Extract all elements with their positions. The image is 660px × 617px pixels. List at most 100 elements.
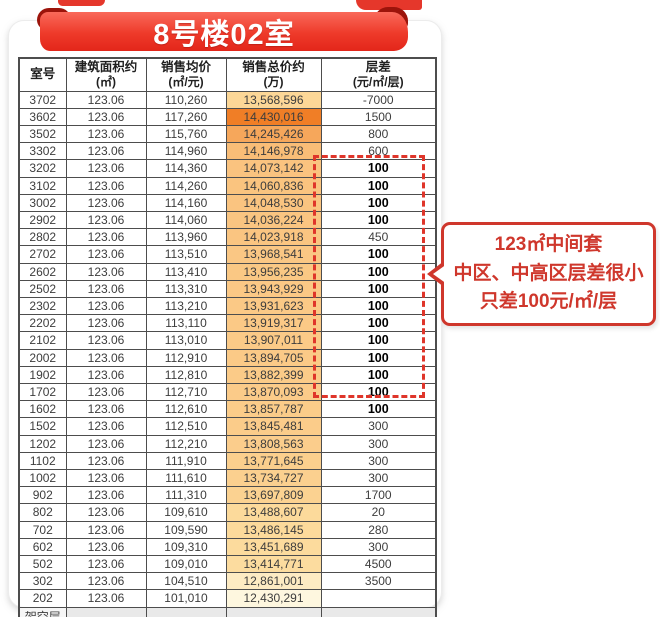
cell-unit-price: 111,910: [145, 451, 227, 470]
stilt-floor-row: 架空层: [18, 606, 437, 617]
cell-room-number: 2902: [18, 210, 67, 230]
cell-floor-diff: 300: [320, 417, 437, 436]
cell-unit-price: 113,410: [145, 262, 227, 281]
cell-floor-diff: 100: [320, 348, 437, 367]
cell-unit-price: 117,260: [145, 107, 227, 126]
cell-unit-price: 114,160: [145, 193, 227, 212]
cell-total-price: 13,414,771: [225, 554, 322, 574]
header-room-number: 室号: [18, 57, 67, 92]
cell-room-number: 202: [18, 589, 67, 608]
cell-building-area: 123.06: [65, 503, 147, 522]
cell-room-number: 902: [18, 486, 67, 505]
table-row: 802 123.06 109,610 13,488,607 20: [18, 503, 437, 522]
table-row: 1502 123.06 112,510 13,845,481 300: [18, 417, 437, 436]
cell-total-price: 13,568,596: [225, 90, 322, 109]
cell-total-price: 13,943,929: [225, 279, 322, 298]
header-unit-price: 销售均价 (㎡/元): [145, 57, 227, 92]
table-body: 3702 123.06 110,260 13,568,596 -7000 360…: [18, 90, 437, 608]
callout-line-2: 中区、中高区层差很小: [453, 262, 644, 284]
page-title: 8号楼02室: [153, 18, 295, 51]
table-row: 1602 123.06 112,610 13,857,787 100: [18, 400, 437, 419]
cell-floor-diff: 450: [320, 228, 437, 247]
cell-building-area: 123.06: [65, 107, 147, 126]
cell-total-price: 13,845,481: [225, 417, 322, 436]
ribbon-band: 8号楼02室: [40, 12, 408, 51]
cell-total-price: 13,486,145: [225, 520, 322, 539]
cell-room-number: 2802: [18, 228, 67, 247]
cell-floor-diff: 300: [320, 468, 437, 488]
cell-floor-diff: 100: [320, 262, 437, 281]
cell-building-area: 123.06: [65, 520, 147, 539]
table-row: 3102 123.06 114,260 14,060,836 100: [18, 176, 437, 195]
title-ribbon: 8号楼02室: [37, 5, 410, 51]
cell-floor-diff: 4500: [320, 554, 437, 574]
cell-total-price: 13,931,623: [225, 296, 322, 316]
empty-cell: [320, 606, 437, 617]
table-row: 3302 123.06 114,960 14,146,978 600: [18, 142, 437, 161]
table-row: 2102 123.06 113,010 13,907,011 100: [18, 331, 437, 350]
cell-room-number: 3702: [18, 90, 67, 109]
cell-room-number: 302: [18, 572, 67, 591]
cell-unit-price: 112,910: [145, 348, 227, 367]
cell-unit-price: 109,610: [145, 503, 227, 522]
cell-unit-price: 114,060: [145, 210, 227, 230]
cell-building-area: 123.06: [65, 400, 147, 419]
cell-floor-diff: 100: [320, 193, 437, 212]
cell-room-number: 3502: [18, 124, 67, 144]
cell-building-area: 123.06: [65, 572, 147, 591]
cell-unit-price: 113,510: [145, 245, 227, 264]
cell-building-area: 123.06: [65, 417, 147, 436]
table-row: 2802 123.06 113,960 14,023,918 450: [18, 228, 437, 247]
cell-total-price: 13,697,809: [225, 486, 322, 505]
cell-room-number: 2202: [18, 314, 67, 333]
cell-room-number: 2302: [18, 296, 67, 316]
header-floor-diff: 层差 (元/㎡/层): [320, 57, 437, 92]
cell-room-number: 3102: [18, 176, 67, 195]
cell-unit-price: 113,010: [145, 331, 227, 350]
cell-building-area: 123.06: [65, 589, 147, 608]
cell-room-number: 3202: [18, 159, 67, 178]
cell-total-price: 14,073,142: [225, 159, 322, 178]
cell-total-price: 13,488,607: [225, 503, 322, 522]
callout-bubble: 123㎡中间套 中区、中高区层差很小 只差100元/㎡/层: [427, 222, 656, 326]
cell-building-area: 123.06: [65, 279, 147, 298]
cell-total-price: 13,808,563: [225, 434, 322, 453]
table-row: 202 123.06 101,010 12,430,291: [18, 589, 437, 608]
cell-total-price: 12,430,291: [225, 589, 322, 608]
cell-unit-price: 114,360: [145, 159, 227, 178]
table-row: 2602 123.06 113,410 13,956,235 100: [18, 262, 437, 281]
cell-unit-price: 111,610: [145, 468, 227, 488]
cell-total-price: 13,734,727: [225, 468, 322, 488]
cell-total-price: 14,430,016: [225, 107, 322, 126]
cell-floor-diff: 800: [320, 124, 437, 144]
cell-total-price: 14,060,836: [225, 176, 322, 195]
table-row: 502 123.06 109,010 13,414,771 4500: [18, 554, 437, 574]
table-row: 602 123.06 109,310 13,451,689 300: [18, 537, 437, 556]
cell-building-area: 123.06: [65, 159, 147, 178]
table-header: 室号 建筑面积约 (㎡) 销售均价 (㎡/元) 销售总价约 (万) 层差 (元/㎡/层): [18, 57, 437, 92]
cell-floor-diff: 100: [320, 279, 437, 298]
cell-floor-diff: 1700: [320, 486, 437, 505]
cell-total-price: 13,870,093: [225, 382, 322, 402]
header-building-area: 建筑面积约 (㎡): [65, 57, 147, 92]
table-row: 2902 123.06 114,060 14,036,224 100: [18, 210, 437, 230]
cell-total-price: 13,907,011: [225, 331, 322, 350]
cell-building-area: 123.06: [65, 365, 147, 384]
empty-cell: [225, 606, 322, 617]
cell-total-price: 12,861,001: [225, 572, 322, 591]
cell-total-price: 13,919,317: [225, 314, 322, 333]
table-row: 1702 123.06 112,710 13,870,093 100: [18, 382, 437, 402]
cell-room-number: 2602: [18, 262, 67, 281]
cell-floor-diff: 20: [320, 503, 437, 522]
cell-total-price: 13,882,399: [225, 365, 322, 384]
cell-floor-diff: 600: [320, 142, 437, 161]
cell-floor-diff: 1500: [320, 107, 437, 126]
cell-room-number: 3602: [18, 107, 67, 126]
cell-floor-diff: [320, 589, 437, 608]
cell-unit-price: 114,260: [145, 176, 227, 195]
table-row: 3002 123.06 114,160 14,048,530 100: [18, 193, 437, 212]
cell-building-area: 123.06: [65, 210, 147, 230]
cell-unit-price: 109,590: [145, 520, 227, 539]
table-row: 2302 123.06 113,210 13,931,623 100: [18, 296, 437, 316]
